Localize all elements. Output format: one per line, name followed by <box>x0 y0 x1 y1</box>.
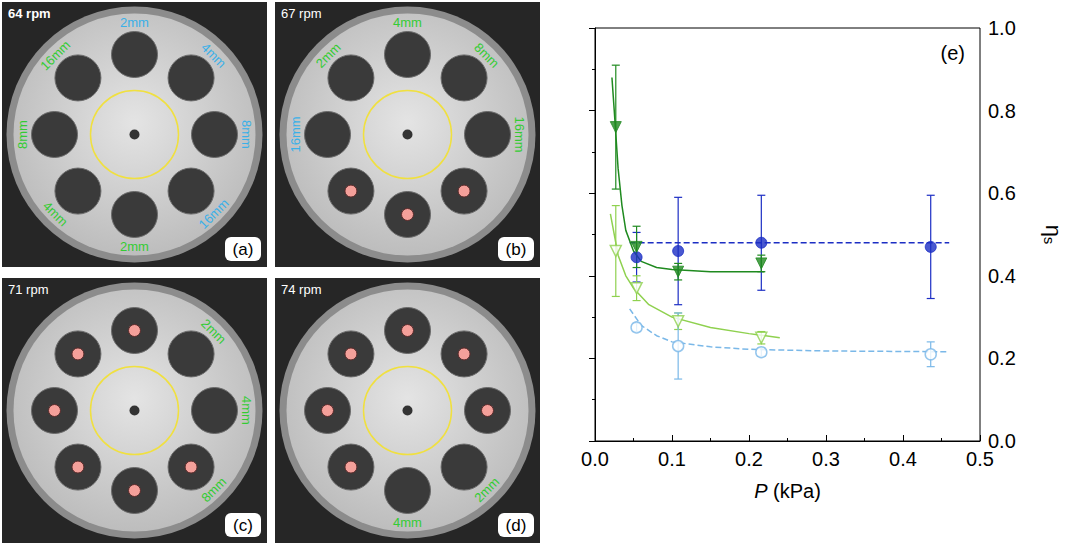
svg-text:16mm: 16mm <box>196 196 232 232</box>
svg-text:4mm: 4mm <box>40 198 71 229</box>
svg-text:71 rpm: 71 rpm <box>8 282 48 297</box>
svg-text:0.6: 0.6 <box>988 182 1016 204</box>
svg-text:8mm: 8mm <box>15 120 30 149</box>
svg-text:0.0: 0.0 <box>581 448 609 470</box>
svg-text:0.8: 0.8 <box>988 100 1016 122</box>
svg-text:16mm: 16mm <box>288 116 303 152</box>
svg-text:(d): (d) <box>506 516 527 535</box>
svg-text:16mm: 16mm <box>37 37 73 73</box>
svg-text:0.1: 0.1 <box>658 448 686 470</box>
svg-text:(kPa): (kPa) <box>767 480 820 502</box>
svg-text:2mm: 2mm <box>313 40 344 71</box>
svg-text:4mm: 4mm <box>239 396 254 425</box>
svg-text:8mm: 8mm <box>471 40 502 71</box>
svg-text:4mm: 4mm <box>393 15 422 30</box>
svg-text:1.0: 1.0 <box>988 17 1016 39</box>
svg-text:0.0: 0.0 <box>988 430 1016 452</box>
svg-text:8mm: 8mm <box>239 120 254 149</box>
svg-text:64 rpm: 64 rpm <box>8 6 51 21</box>
svg-text:0.3: 0.3 <box>812 448 840 470</box>
svg-text:74 rpm: 74 rpm <box>281 282 321 297</box>
svg-text:0.4: 0.4 <box>889 448 917 470</box>
svg-text:0.4: 0.4 <box>988 265 1016 287</box>
svg-text:s: s <box>1041 237 1058 245</box>
svg-text:η: η <box>1041 225 1066 237</box>
svg-text:2mm: 2mm <box>471 474 502 505</box>
svg-text:0.5: 0.5 <box>966 448 994 470</box>
svg-text:4mm: 4mm <box>198 40 229 71</box>
svg-text:16mm: 16mm <box>512 116 527 152</box>
svg-text:0.2: 0.2 <box>735 448 763 470</box>
svg-text:(a): (a) <box>233 240 254 259</box>
svg-text:4mm: 4mm <box>393 515 422 530</box>
svg-text:2mm: 2mm <box>198 316 229 347</box>
svg-text:(b): (b) <box>506 240 527 259</box>
svg-text:(e): (e) <box>941 42 965 64</box>
svg-text:(c): (c) <box>233 516 253 535</box>
svg-text:8mm: 8mm <box>198 474 229 505</box>
svg-text:67 rpm: 67 rpm <box>281 6 321 21</box>
svg-text:2mm: 2mm <box>120 15 149 30</box>
svg-text:0.2: 0.2 <box>988 347 1016 369</box>
svg-text:P: P <box>754 480 768 502</box>
svg-text:2mm: 2mm <box>120 239 149 254</box>
